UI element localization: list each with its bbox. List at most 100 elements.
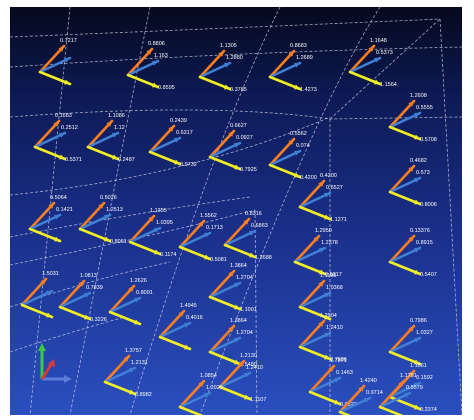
vector-value-label: 0.1421: [56, 207, 73, 213]
vector-triad: 0.5064 0.1421: [30, 195, 73, 241]
vector-value-label: 0.1592: [416, 375, 433, 381]
vector-triad: 1.5562 0.1713 0.5081: [180, 213, 227, 263]
vector-value-label: 1.0854: [200, 373, 217, 379]
vector-value-label: 0.8316: [245, 211, 262, 217]
vector-value-label: 1.2950: [315, 228, 332, 234]
vector-value-label: 0.5708: [420, 137, 437, 143]
vector-triad: 0.2439 0.6317 0.9732: [150, 118, 197, 168]
grid-line: [10, 110, 462, 119]
vector-value-label: 1.7871: [330, 358, 347, 364]
vector-triad: 1.5031: [22, 271, 59, 317]
vector-value-label: 1.1781: [400, 373, 417, 379]
grid-line: [10, 317, 125, 352]
vector-value-label: 1.1001: [240, 307, 257, 313]
vector-value-label: 1.2130: [240, 353, 257, 359]
vector-triad: 0.5026 1.2513 0.8061: [80, 195, 127, 245]
vector-value-label: 0.5064: [50, 195, 67, 201]
vector-value-label: 0.6863: [251, 223, 268, 229]
vector-value-label: 0.8061: [110, 239, 127, 245]
vector-value-label: 0.2374: [420, 407, 437, 413]
vector-value-label: 0.5562: [290, 131, 307, 137]
vector-value-label: 1.1564: [380, 82, 397, 88]
vector-value-label: 1.0327: [416, 330, 433, 336]
vector-value-label: 1.5562: [200, 213, 217, 219]
vector-value-label: 1.1271: [330, 217, 347, 223]
vector-value-label: 1.1861: [410, 363, 427, 369]
vector-value-label: 1.12: [114, 125, 125, 131]
vector-value-label: 0.7986: [410, 318, 427, 324]
vector-triad: 1.4945 0.4016: [160, 303, 203, 349]
vector-value-label: 0.5081: [210, 257, 227, 263]
vector-value-label: 1.2704: [236, 275, 253, 281]
vector-value-label: 0.5407: [420, 272, 437, 278]
vector-value-label: 0.4682: [410, 158, 427, 164]
vector-value-label: 0.4200: [320, 173, 337, 179]
vector-value-label: 0.4016: [186, 315, 203, 321]
vector-value-label: 1.2688: [255, 255, 272, 261]
grid-line: [10, 19, 440, 37]
vector-value-label: 0.9714: [366, 390, 383, 396]
x-axis-arrow-head: [64, 375, 72, 383]
vector-value-label: 1.1648: [370, 38, 387, 44]
vector-value-label: 1.2131: [131, 360, 148, 366]
vector-value-label: 1.4945: [180, 303, 197, 309]
yellow-vector: [180, 407, 210, 415]
vector-value-label: 1.1355: [150, 208, 167, 214]
vector-value-label: 0.5373: [376, 50, 393, 56]
vector-value-label: 1.163: [154, 53, 168, 59]
vector-value-label: 0.1713: [206, 225, 223, 231]
vector-value-label: 1.2704: [236, 330, 253, 336]
vector-value-label: 1.4240: [360, 378, 377, 384]
vector-value-label: 0.8806: [148, 41, 165, 47]
vector-value-label: 0.9732: [180, 162, 197, 168]
vector-value-label: 0.2439: [170, 118, 187, 124]
vector-value-label: 0.3785: [230, 87, 247, 93]
vector-value-label: 1.4273: [300, 87, 317, 93]
vector-triad: 0.8683 1.2689 1.4273: [270, 43, 317, 93]
vector-value-label: 0.074: [296, 143, 310, 149]
vector-value-label: 0.7839: [86, 285, 103, 291]
vector-value-label: 1.2689: [296, 55, 313, 61]
axis-triad-icon: [38, 343, 72, 383]
vector-value-label: 1.1107: [250, 397, 266, 403]
vector-value-label: 0.5371: [65, 157, 82, 163]
vector-value-label: 0.6317: [176, 130, 193, 136]
vector-value-label: 0.0927: [236, 135, 253, 141]
vector-value-label: 0.8091: [136, 290, 153, 296]
vector-value-label: 0.3226: [90, 317, 107, 323]
vector-value-label: 0.8683: [290, 43, 307, 49]
vector-triad: 0.8316 0.6863 1.2688: [225, 211, 272, 261]
vector-value-label: 1.2513: [106, 207, 123, 213]
vector-value-label: 1.3864: [230, 318, 247, 324]
vector-value-label: 0.1463: [336, 370, 353, 376]
vector-value-label: 0.13376: [410, 228, 430, 234]
vector-value-label: 1.2029: [206, 385, 223, 391]
vector-value-label: 1.2410: [326, 325, 343, 331]
vector-value-label: 1.0813: [80, 273, 97, 279]
vector-triad: 0.7986 1.0327: [390, 318, 433, 364]
vector-value-label: 1.3757: [125, 348, 142, 354]
vector-value-label: 0.7217: [60, 38, 77, 44]
vector-value-label: 0.2487: [118, 157, 135, 163]
yellow-vector: [380, 407, 410, 415]
vector-value-label: 0.1683: [55, 113, 72, 119]
vector-value-label: 0.6627: [230, 123, 247, 129]
vector-value-label: 0.6527: [326, 185, 343, 191]
vector-value-label: 0.5026: [100, 195, 117, 201]
y-axis-arrow-head: [38, 343, 46, 351]
